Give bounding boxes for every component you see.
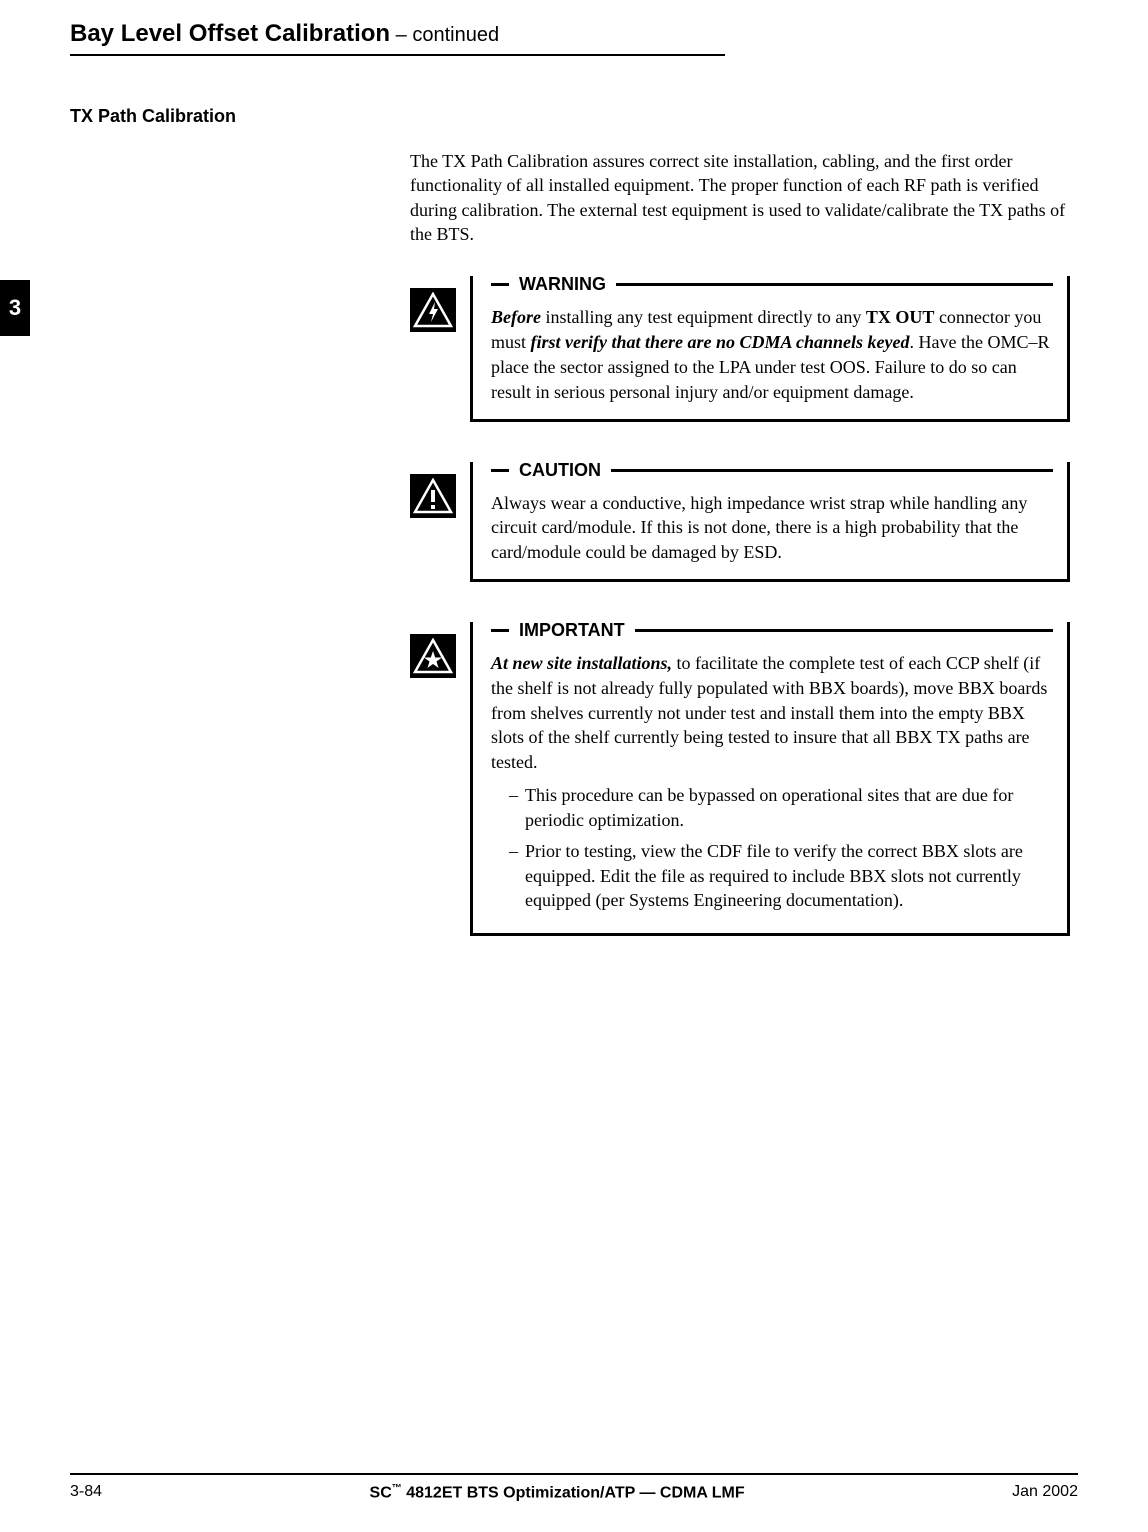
footer-center-prefix: SC	[370, 1484, 392, 1501]
important-icon	[410, 634, 456, 678]
section-subheading: TX Path Calibration	[70, 106, 1078, 127]
caution-icon-col	[410, 462, 470, 582]
list-item: This procedure can be bypassed on operat…	[491, 783, 1053, 833]
important-text: At new site installations, to facilitate…	[491, 651, 1053, 775]
warning-notice: WARNING Before installing any test equip…	[410, 276, 1070, 421]
warning-txout: TX OUT	[866, 307, 935, 327]
warning-text: Before installing any test equipment dir…	[491, 305, 1053, 404]
footer-tm: ™	[392, 1483, 402, 1494]
warning-mid1: installing any test equipment directly t…	[541, 307, 866, 327]
important-icon-col	[410, 622, 470, 936]
important-notice: IMPORTANT At new site installations, to …	[410, 622, 1070, 936]
caution-notice: CAUTION Always wear a conductive, high i…	[410, 462, 1070, 582]
footer-page-number: 3-84	[70, 1483, 102, 1501]
caution-text: Always wear a conductive, high impedance…	[491, 491, 1053, 565]
footer-date: Jan 2002	[1012, 1483, 1078, 1501]
page-footer: 3-84 SC™ 4812ET BTS Optimization/ATP — C…	[70, 1473, 1078, 1502]
footer-center-suffix: 4812ET BTS Optimization/ATP — CDMA LMF	[406, 1484, 744, 1501]
caution-content: CAUTION Always wear a conductive, high i…	[470, 462, 1070, 582]
important-label-row: IMPORTANT	[491, 620, 1053, 641]
caution-label: CAUTION	[519, 460, 601, 481]
list-item: Prior to testing, view the CDF file to v…	[491, 839, 1053, 913]
important-bullets: This procedure can be bypassed on operat…	[491, 783, 1053, 913]
caution-icon	[410, 474, 456, 518]
header-subtitle: – continued	[390, 24, 499, 46]
section-tab: 3	[0, 280, 30, 336]
caution-label-row: CAUTION	[491, 460, 1053, 481]
header-title: Bay Level Offset Calibration	[70, 20, 390, 47]
footer-title: SC™ 4812ET BTS Optimization/ATP — CDMA L…	[370, 1483, 745, 1502]
warning-icon-col	[410, 276, 470, 421]
section-tab-label: 3	[9, 295, 21, 321]
warning-label: WARNING	[519, 274, 606, 295]
intro-paragraph: The TX Path Calibration assures correct …	[410, 149, 1070, 246]
warning-content: WARNING Before installing any test equip…	[470, 276, 1070, 421]
important-label: IMPORTANT	[519, 620, 625, 641]
warning-icon	[410, 288, 456, 332]
warning-before: Before	[491, 307, 541, 327]
warning-verify: first verify that there are no CDMA chan…	[531, 332, 910, 352]
body-column: The TX Path Calibration assures correct …	[410, 149, 1070, 936]
important-content: IMPORTANT At new site installations, to …	[470, 622, 1070, 936]
important-lead: At new site installations,	[491, 653, 672, 673]
page-header: Bay Level Offset Calibration – continued	[70, 20, 725, 56]
warning-label-row: WARNING	[491, 274, 1053, 295]
